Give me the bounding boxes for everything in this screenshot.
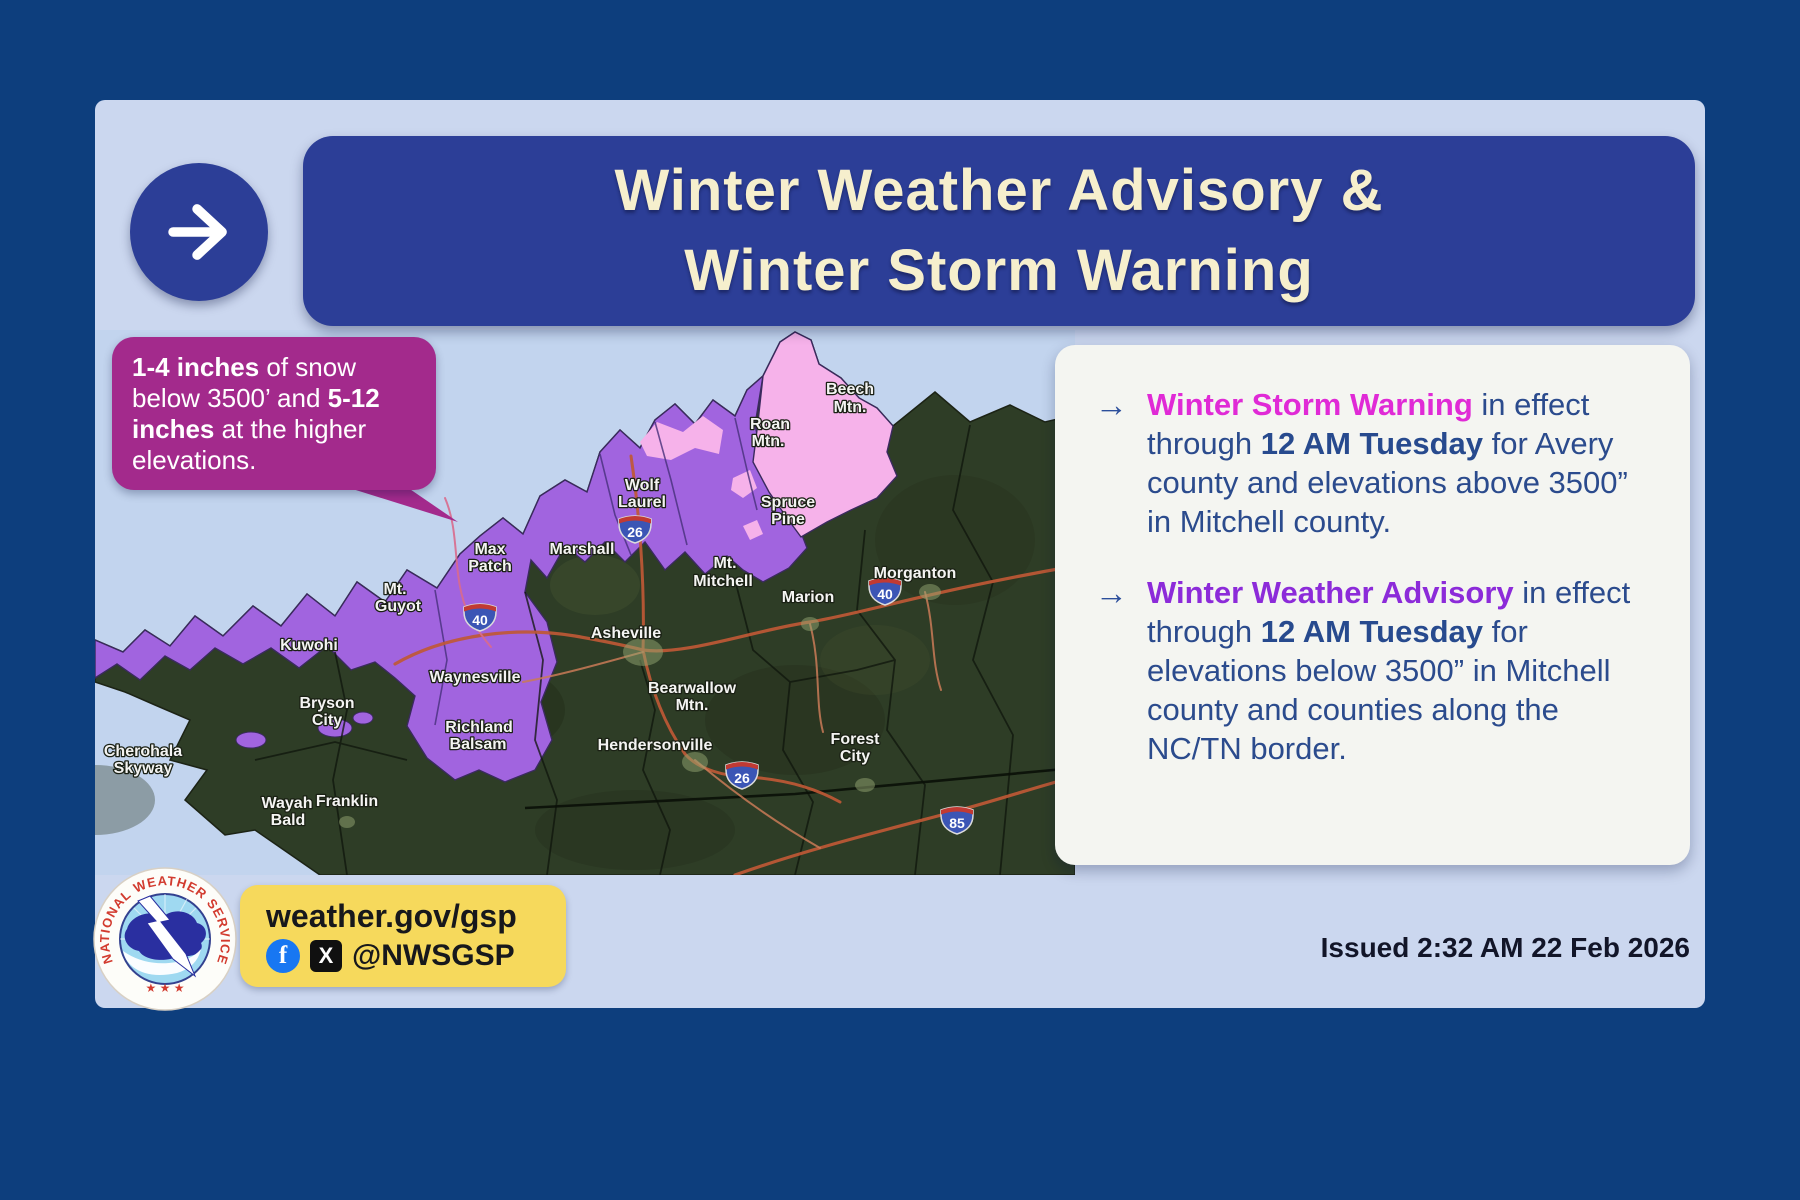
map-label: Cherohala bbox=[104, 743, 182, 760]
svg-text:40: 40 bbox=[472, 612, 488, 628]
interstate-shield-85: 85 bbox=[940, 806, 974, 835]
bullet-winter-weather-advisory: → Winter Weather Advisory in effect thro… bbox=[1095, 573, 1652, 768]
svg-text:26: 26 bbox=[627, 524, 643, 540]
social-handle: @NWSGSP bbox=[352, 939, 515, 972]
map-label: City bbox=[840, 748, 870, 765]
title-line-2: Winter Storm Warning bbox=[684, 238, 1314, 303]
map-label: Mtn. bbox=[676, 697, 709, 714]
map-label: Mtn. bbox=[752, 433, 785, 450]
map-label: Wayah bbox=[262, 795, 313, 812]
map-label: Pine bbox=[771, 511, 805, 528]
map-label: Mitchell bbox=[693, 573, 753, 590]
interstate-shield-40-east: 40 bbox=[868, 577, 902, 606]
x-twitter-icon: X bbox=[310, 940, 342, 972]
map-label: Balsam bbox=[450, 736, 507, 753]
map-label: Franklin bbox=[316, 793, 378, 810]
callout-seg: at the higher elevations. bbox=[132, 414, 367, 475]
snow-amount-callout: 1-4 inches of snow below 3500’ and 5-12 … bbox=[112, 337, 436, 490]
callout-seg: 1-4 inches bbox=[132, 352, 260, 382]
map-label: Bearwallow bbox=[648, 680, 737, 697]
issued-timestamp: Issued 2:32 AM 22 Feb 2026 bbox=[1320, 932, 1690, 963]
bullet-arrow-icon: → bbox=[1095, 574, 1128, 611]
warning-pink-region bbox=[752, 331, 898, 538]
map-label: Patch bbox=[468, 558, 512, 575]
title-line-1: Winter Weather Advisory & bbox=[614, 157, 1384, 223]
map-label: Kuwohi bbox=[280, 637, 338, 654]
map-label: Spruce bbox=[761, 494, 815, 511]
bullet-arrow-icon: → bbox=[1095, 386, 1128, 423]
map-label: Roan bbox=[750, 416, 790, 433]
logo-lightning-icon bbox=[137, 895, 197, 978]
city-glows bbox=[339, 584, 941, 828]
map-label: Hendersonville bbox=[598, 737, 713, 754]
website-url: weather.gov/gsp bbox=[266, 898, 517, 934]
map-label: Asheville bbox=[591, 625, 661, 642]
bullet-text: Winter Weather Advisory in effect throug… bbox=[1147, 575, 1631, 766]
map-label: Waynesville bbox=[429, 669, 520, 686]
map-label: Mtn. bbox=[834, 399, 867, 416]
county-borders bbox=[254, 424, 1014, 876]
map-label: Bryson bbox=[299, 695, 354, 712]
state-line-nc-sc bbox=[524, 766, 1076, 810]
county-borders-highland bbox=[434, 417, 758, 726]
map-label: Guyot bbox=[375, 598, 422, 615]
map-label: Laurel bbox=[618, 494, 666, 511]
map-label: Max bbox=[474, 541, 505, 558]
advisory-name: Winter Weather Advisory bbox=[1147, 575, 1514, 610]
nws-logo: NATIONAL WEATHER SERVICE ★ ★ ★ bbox=[92, 866, 238, 1017]
map-label: Morganton bbox=[874, 565, 957, 582]
interstate-shield-26-south: 26 bbox=[725, 761, 759, 790]
map-label: Beech bbox=[826, 381, 874, 398]
map-label: Mt. bbox=[713, 555, 736, 572]
warning-name: Winter Storm Warning bbox=[1147, 387, 1473, 422]
map-label: Forest bbox=[831, 731, 881, 748]
map-labels: Beech Mtn. Roan Mtn. Spruce Pine Wolf La… bbox=[103, 380, 958, 831]
roads bbox=[393, 454, 1077, 877]
right-arrow-icon bbox=[130, 163, 268, 301]
map-label: Marshall bbox=[550, 541, 615, 558]
contact-badge: weather.gov/gsp f X @NWSGSP bbox=[240, 885, 566, 987]
svg-text:40: 40 bbox=[877, 586, 893, 602]
bullet-winter-storm-warning: → Winter Storm Warning in effect through… bbox=[1095, 385, 1652, 541]
interstate-shield-40-west: 40 bbox=[463, 603, 497, 632]
svg-text:85: 85 bbox=[949, 815, 965, 831]
map-label: Richland bbox=[445, 719, 513, 736]
callout-seg: of snow below 3500’ and bbox=[132, 352, 356, 413]
map-label: Wolf bbox=[625, 477, 660, 494]
logo-stars: ★ ★ ★ bbox=[146, 981, 185, 995]
map-label: Bald bbox=[271, 812, 306, 829]
title-banner: Winter Weather Advisory & Winter Storm W… bbox=[303, 136, 1695, 326]
arrow-glyph bbox=[168, 204, 227, 260]
callout-seg: 5-12 inches bbox=[132, 383, 380, 444]
svg-text:26: 26 bbox=[734, 770, 750, 786]
map-label: Skyway bbox=[114, 760, 173, 777]
interstate-shield-26: 26 bbox=[618, 515, 652, 544]
bullet-text: Winter Storm Warning in effect through 1… bbox=[1147, 387, 1628, 539]
advisory-details-panel: → Winter Storm Warning in effect through… bbox=[1055, 345, 1690, 865]
map-label: Marion bbox=[782, 589, 834, 606]
map-label: Mt. bbox=[383, 581, 406, 598]
logo-cloud-swoosh bbox=[123, 949, 201, 975]
advisory-purple-region bbox=[94, 374, 808, 783]
facebook-icon: f bbox=[266, 939, 300, 973]
social-row: f X @NWSGSP bbox=[266, 936, 566, 976]
warning-pink-patches bbox=[640, 416, 763, 540]
map-label: City bbox=[312, 712, 342, 729]
